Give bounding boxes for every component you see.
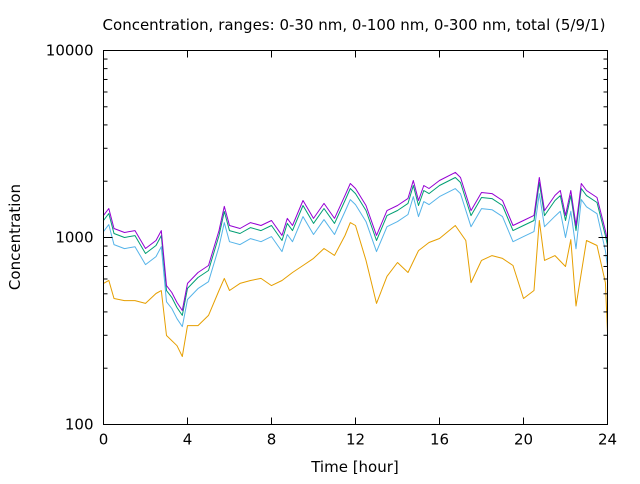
x-tick-label: 8: [267, 431, 277, 449]
x-tick-label: 20: [514, 431, 533, 449]
plot-frame: [103, 50, 608, 425]
series-line-0-30-nm: [103, 220, 608, 357]
y-tick-label: 1000: [55, 229, 93, 247]
x-tick-label: 0: [99, 431, 109, 449]
series-layer: [103, 171, 608, 357]
axis-layer: 0 4 8 12 16 20 24 100 1000 10000: [46, 42, 617, 449]
series-line-total: [103, 171, 608, 311]
x-tick-label: 4: [183, 431, 193, 449]
x-tick-label: 16: [430, 431, 449, 449]
chart-title: Concentration, ranges: 0-30 nm, 0-100 nm…: [103, 16, 606, 34]
series-line-0-300-nm: [103, 177, 608, 316]
y-axis-label: Concentration: [6, 184, 24, 290]
y-tick-label: 100: [65, 416, 94, 434]
series-line-0-100-nm: [103, 188, 608, 328]
x-axis-label: Time [hour]: [310, 458, 399, 476]
x-tick-label: 24: [598, 431, 617, 449]
x-tick-label: 12: [346, 431, 365, 449]
y-tick-label: 10000: [46, 42, 94, 60]
